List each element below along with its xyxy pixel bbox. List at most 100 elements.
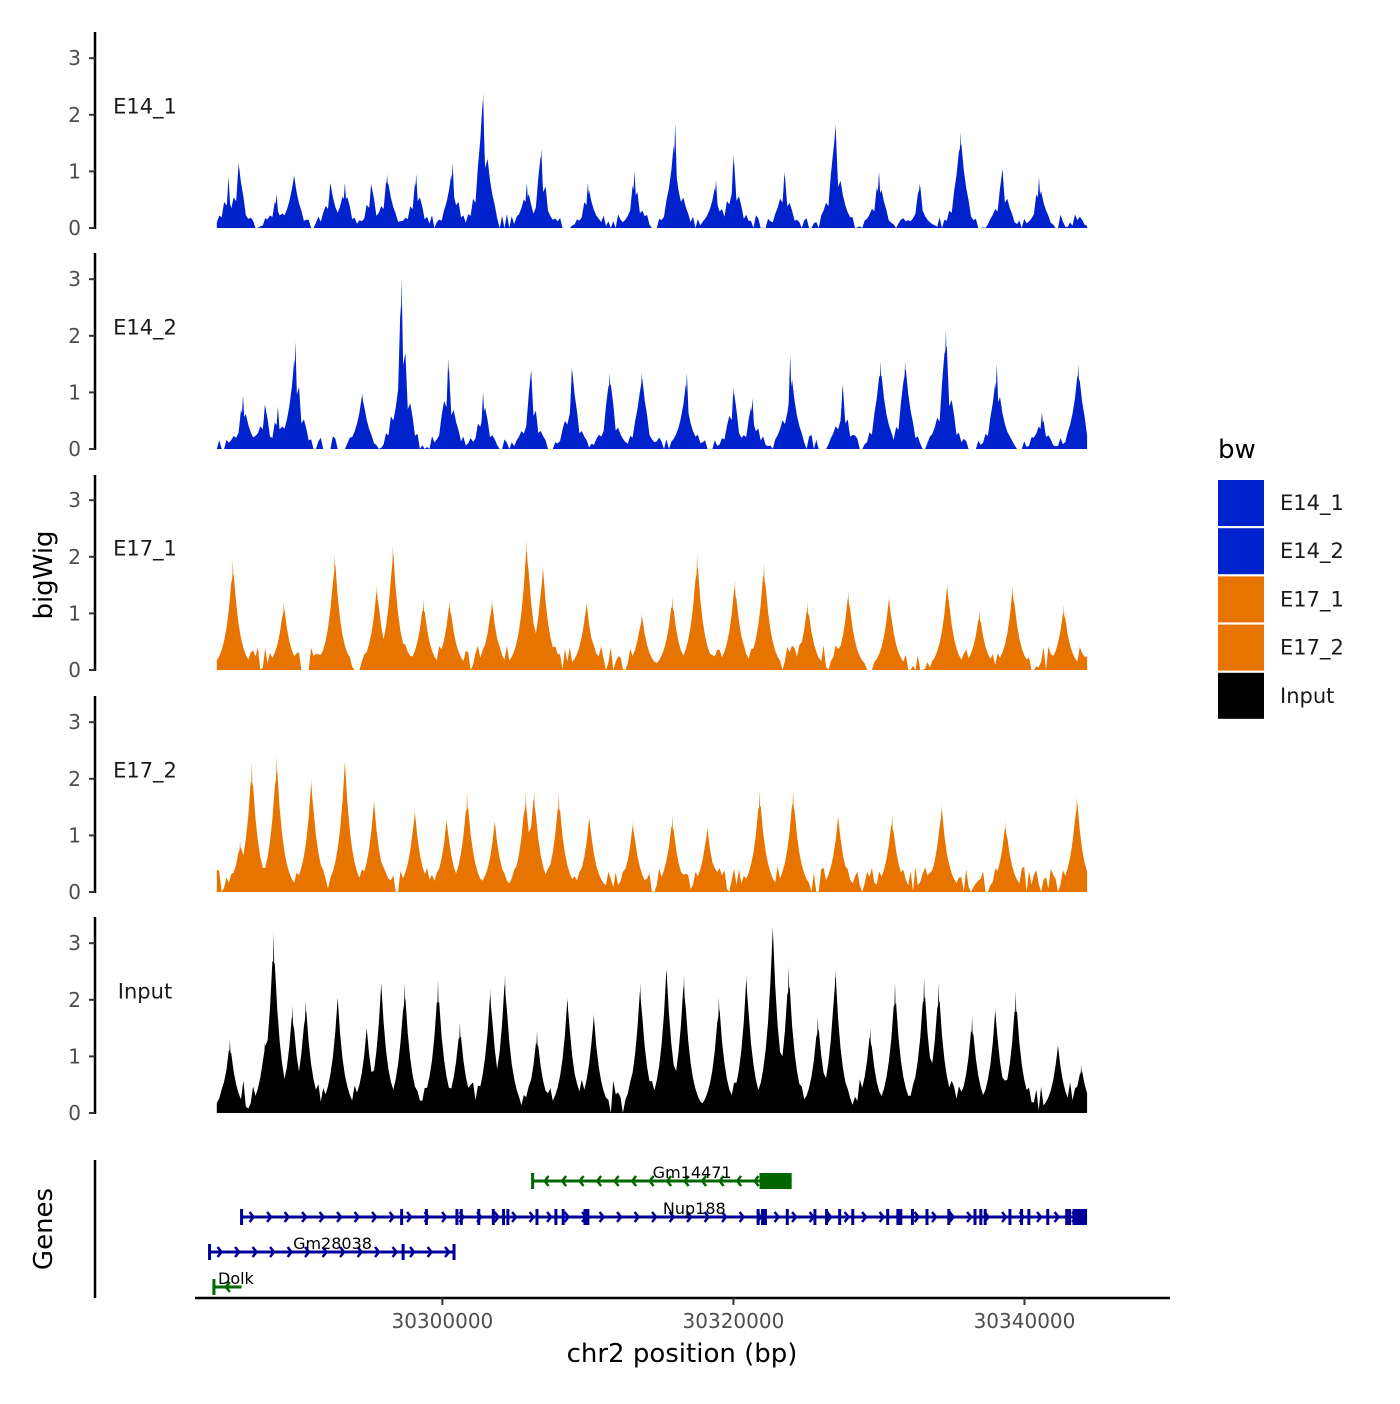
peak-mark (274, 406, 281, 449)
exon-mark (983, 1209, 987, 1225)
strand-chevron (753, 1175, 760, 1187)
exon-mark (1046, 1209, 1050, 1225)
x-axis-title: chr2 position (bp) (567, 1339, 798, 1369)
peak-mark (756, 790, 763, 892)
peak-mark (969, 1016, 976, 1113)
strand-chevron (668, 1211, 676, 1223)
peak-mark (523, 182, 530, 228)
track-E17_1: 0 1 2 3 E17_1 (68, 475, 1088, 682)
coding-block (761, 1173, 792, 1189)
peak-mark (637, 982, 644, 1113)
peak-mark (398, 279, 405, 449)
strand-chevron (630, 1175, 638, 1187)
exon-mark (455, 1209, 459, 1225)
peak-mark (534, 1030, 540, 1113)
y-tick-label: 0 (68, 880, 81, 904)
peak-mark (384, 174, 391, 228)
peak-mark (449, 162, 456, 228)
peak-mark (761, 562, 767, 670)
exon-mark (1008, 1209, 1012, 1225)
peak-mark (938, 804, 945, 892)
legend-label: E17_2 (1280, 636, 1344, 661)
peak-mark (341, 761, 348, 892)
peak-mark (1076, 216, 1083, 228)
legend-label: Input (1280, 684, 1334, 708)
peak-mark (289, 1005, 296, 1113)
genes-axis-title: Genes (29, 1188, 59, 1270)
exon-mark (424, 1209, 428, 1225)
peak-mark (413, 174, 420, 228)
y-tick-label: 0 (68, 1101, 81, 1125)
track-label: E14_2 (113, 315, 177, 340)
strand-chevron (738, 1211, 746, 1223)
peak-mark (804, 602, 811, 670)
legend-swatch (1218, 624, 1264, 671)
track-label: E17_2 (113, 758, 177, 783)
strand-chevron (336, 1211, 343, 1223)
peak-mark (1075, 364, 1082, 449)
strand-chevron (1001, 1211, 1008, 1223)
y-tick-label: 3 (68, 267, 81, 291)
peak-mark (942, 330, 949, 449)
peak-mark (248, 761, 255, 892)
y-tick-label: 1 (68, 159, 81, 183)
peak-mark (916, 182, 923, 228)
peak-mark (790, 790, 797, 892)
peak-mark (341, 182, 348, 228)
peak-mark (235, 162, 242, 228)
exon-mark (756, 1209, 760, 1225)
y-tick-label: 1 (68, 1044, 81, 1068)
peak-mark (1012, 991, 1019, 1113)
peak-mark (669, 815, 676, 892)
strand-chevron (251, 1246, 259, 1258)
strand-chevron (269, 1246, 276, 1258)
strand-chevron (283, 1211, 291, 1223)
legend-swatch (1218, 672, 1264, 719)
peak-mark (583, 602, 590, 670)
peak-mark (523, 539, 530, 670)
peak-mark (435, 980, 441, 1113)
peak-mark (531, 790, 538, 892)
exon-mark (535, 1209, 539, 1225)
peak-mark (630, 821, 636, 892)
peak-mark (672, 123, 679, 228)
legend-label: E17_1 (1280, 587, 1344, 612)
y-tick-label: 2 (68, 988, 81, 1012)
strand-chevron (546, 1211, 553, 1223)
exon-mark (583, 1209, 587, 1225)
peak-mark (877, 361, 884, 449)
peak-mark (835, 815, 842, 892)
signal-area-E17_2 (216, 762, 1088, 892)
peak-mark (832, 123, 839, 228)
signal-area-E17_1 (216, 550, 1088, 670)
exon-mark (506, 1209, 510, 1225)
peak-mark (839, 383, 846, 449)
strand-chevron (441, 1211, 448, 1223)
strand-chevron (374, 1246, 381, 1258)
peak-mark (420, 599, 427, 670)
peak-mark (261, 1042, 268, 1113)
peak-mark (704, 826, 711, 892)
peak-mark (683, 372, 690, 449)
strand-chevron (444, 1246, 451, 1258)
strand-chevron (648, 1175, 655, 1187)
peak-mark (832, 968, 839, 1113)
strand-chevron (248, 1211, 256, 1223)
strand-chevron (616, 1211, 623, 1223)
peak-mark (749, 398, 756, 449)
exon-mark (459, 1209, 463, 1225)
gene-Nup188: Nup188 (240, 1199, 1088, 1225)
strand-chevron (1036, 1211, 1043, 1223)
peak-mark (273, 756, 280, 892)
peak-mark (694, 554, 701, 670)
peak-mark (590, 1014, 597, 1113)
gene-track: Gm14471 Nup188 Gm28038 Dolk (93, 1160, 1088, 1298)
strand-chevron (318, 1211, 326, 1223)
strand-chevron (426, 1246, 434, 1258)
strand-chevron (861, 1211, 868, 1223)
exon-mark (851, 1209, 855, 1225)
y-tick-label: 2 (68, 767, 81, 791)
peak-mark (845, 590, 852, 670)
gene-label: Dolk (218, 1269, 255, 1288)
peak-mark (225, 177, 232, 228)
